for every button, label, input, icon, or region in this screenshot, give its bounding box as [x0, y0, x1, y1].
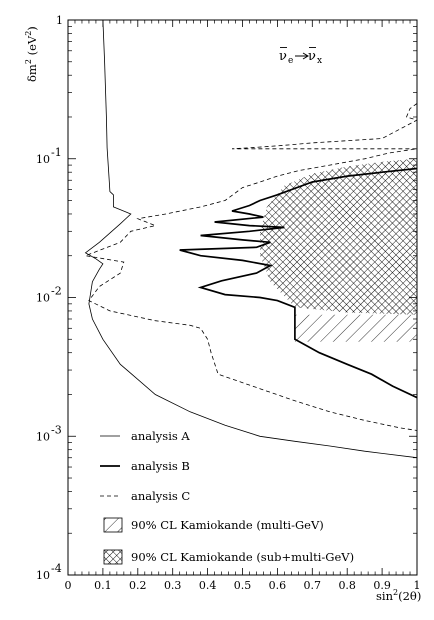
annotation-sub-right: x: [317, 56, 322, 66]
x-label-main: sin: [376, 589, 394, 603]
x-ticks: 0 0.1 0.2 0.3 0.4 0.5 0.6 0.7 0.8 0.9 1: [65, 20, 421, 592]
x-tick-label: 0.1: [94, 579, 112, 592]
y-tick-label: 10: [36, 430, 50, 443]
x-tick-label: 0.9: [373, 579, 391, 592]
y-label-close: ): [25, 26, 39, 31]
y-tick-exponent: -4: [51, 562, 62, 575]
x-tick-label: 0.3: [164, 579, 182, 592]
legend-label-multi-gev: 90% CL Kamiokande (multi-GeV): [131, 518, 324, 532]
legend-label-analysis-b: analysis B: [131, 459, 190, 473]
legend-label-analysis-a: analysis A: [131, 429, 190, 443]
x-axis-label: sin2(2θ): [376, 588, 421, 603]
oscillation-annotation: ν e ν x: [279, 47, 322, 66]
annotation-nu-right: ν: [308, 49, 316, 64]
x-label-tail: (2θ): [398, 589, 421, 603]
y-label-tail: (eV: [25, 35, 39, 59]
series-analysis-a: [84, 20, 417, 459]
region-90-cl-kamiokande-sub-multi-gev: [260, 158, 417, 315]
x-tick-label: 0: [65, 579, 72, 592]
arrow-head-icon: [302, 52, 309, 60]
series-layer: [83, 20, 417, 459]
x-tick-label: 0.6: [269, 579, 287, 592]
y-tick-exponent: -3: [51, 423, 62, 436]
legend-label-sub-multi-gev: 90% CL Kamiokande (sub+multi-GeV): [131, 550, 354, 564]
y-ticks: 110-110-210-310-4: [36, 14, 417, 582]
y-tick-label: 1: [56, 14, 63, 27]
y-tick-label: 10: [36, 153, 50, 166]
y-label-tail-sup: 2: [24, 31, 33, 36]
x-tick-label: 0.5: [234, 579, 252, 592]
annotation-sub-left: e: [288, 56, 293, 66]
regions-layer: [260, 158, 417, 342]
x-tick-label: 0.2: [129, 579, 147, 592]
x-tick-label: 0.4: [199, 579, 217, 592]
y-tick-label: 10: [36, 292, 50, 305]
series-analysis-b: [179, 167, 417, 399]
y-tick-label: 10: [36, 569, 50, 582]
legend-symbol-multi-gev: [103, 517, 123, 533]
legend: analysis A analysis B analysis C 90% CL …: [100, 429, 354, 565]
region-90-cl-kamiokande-multi-gev: [294, 314, 417, 342]
legend-label-analysis-c: analysis C: [131, 489, 190, 503]
legend-symbol-sub-multi-gev: [103, 549, 123, 565]
x-tick-label: 0.7: [304, 579, 322, 592]
annotation-nu-left: ν: [279, 49, 287, 64]
y-label-main: δm: [25, 64, 39, 82]
y-axis-label: δm2 (eV2): [24, 26, 39, 82]
y-label-sup: 2: [24, 59, 33, 64]
x-tick-label: 1: [414, 579, 421, 592]
series-analysis-c: [83, 103, 417, 431]
x-label-sup: 2: [393, 588, 398, 597]
x-tick-label: 0.8: [338, 579, 356, 592]
y-tick-exponent: -1: [51, 146, 62, 159]
y-tick-exponent: -2: [51, 285, 62, 298]
